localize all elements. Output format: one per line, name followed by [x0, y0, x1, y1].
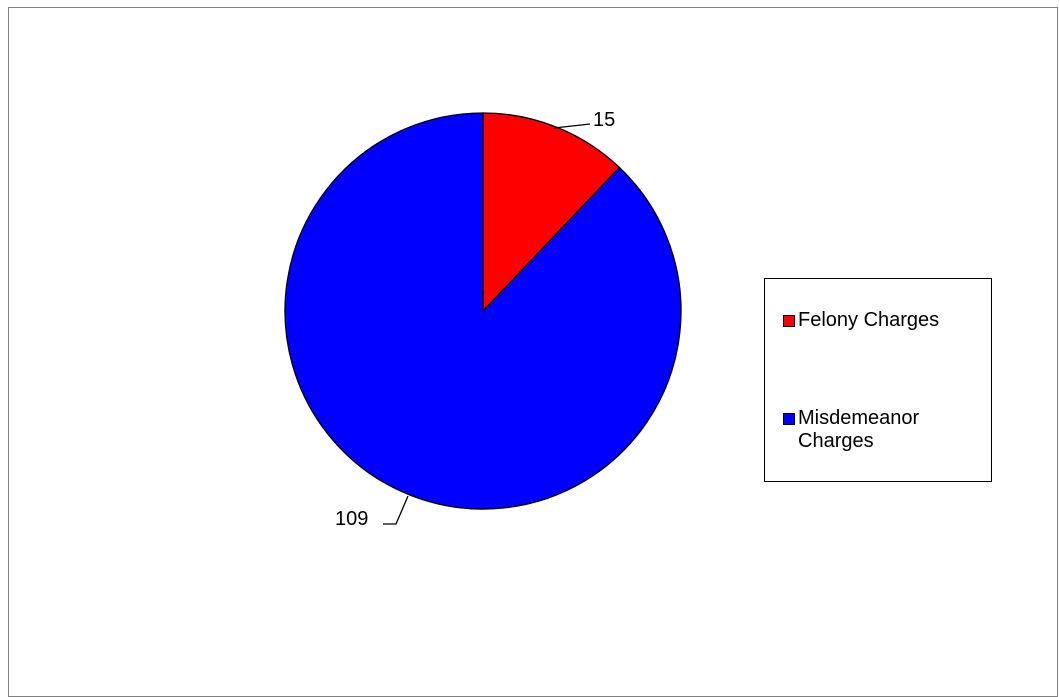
legend-label-misdemeanor: Misdemeanor Charges	[798, 407, 920, 452]
leader-line-felony	[553, 123, 591, 129]
legend-label-felony: Felony Charges	[798, 309, 940, 331]
leader-line-misdemeanor	[383, 495, 409, 525]
pie-slices	[284, 112, 682, 510]
pie-slice-misdemeanor	[284, 112, 682, 510]
leader-lines	[383, 123, 591, 525]
legend: Felony Charges Misdemeanor Charges	[764, 278, 992, 482]
data-label-misdemeanor: 109	[335, 508, 368, 530]
legend-item-felony: Felony Charges	[783, 309, 988, 332]
legend-item-misdemeanor: Misdemeanor Charges	[783, 407, 948, 453]
legend-swatch-felony	[783, 315, 795, 327]
data-label-felony: 15	[593, 109, 615, 131]
legend-swatch-misdemeanor	[783, 413, 795, 425]
